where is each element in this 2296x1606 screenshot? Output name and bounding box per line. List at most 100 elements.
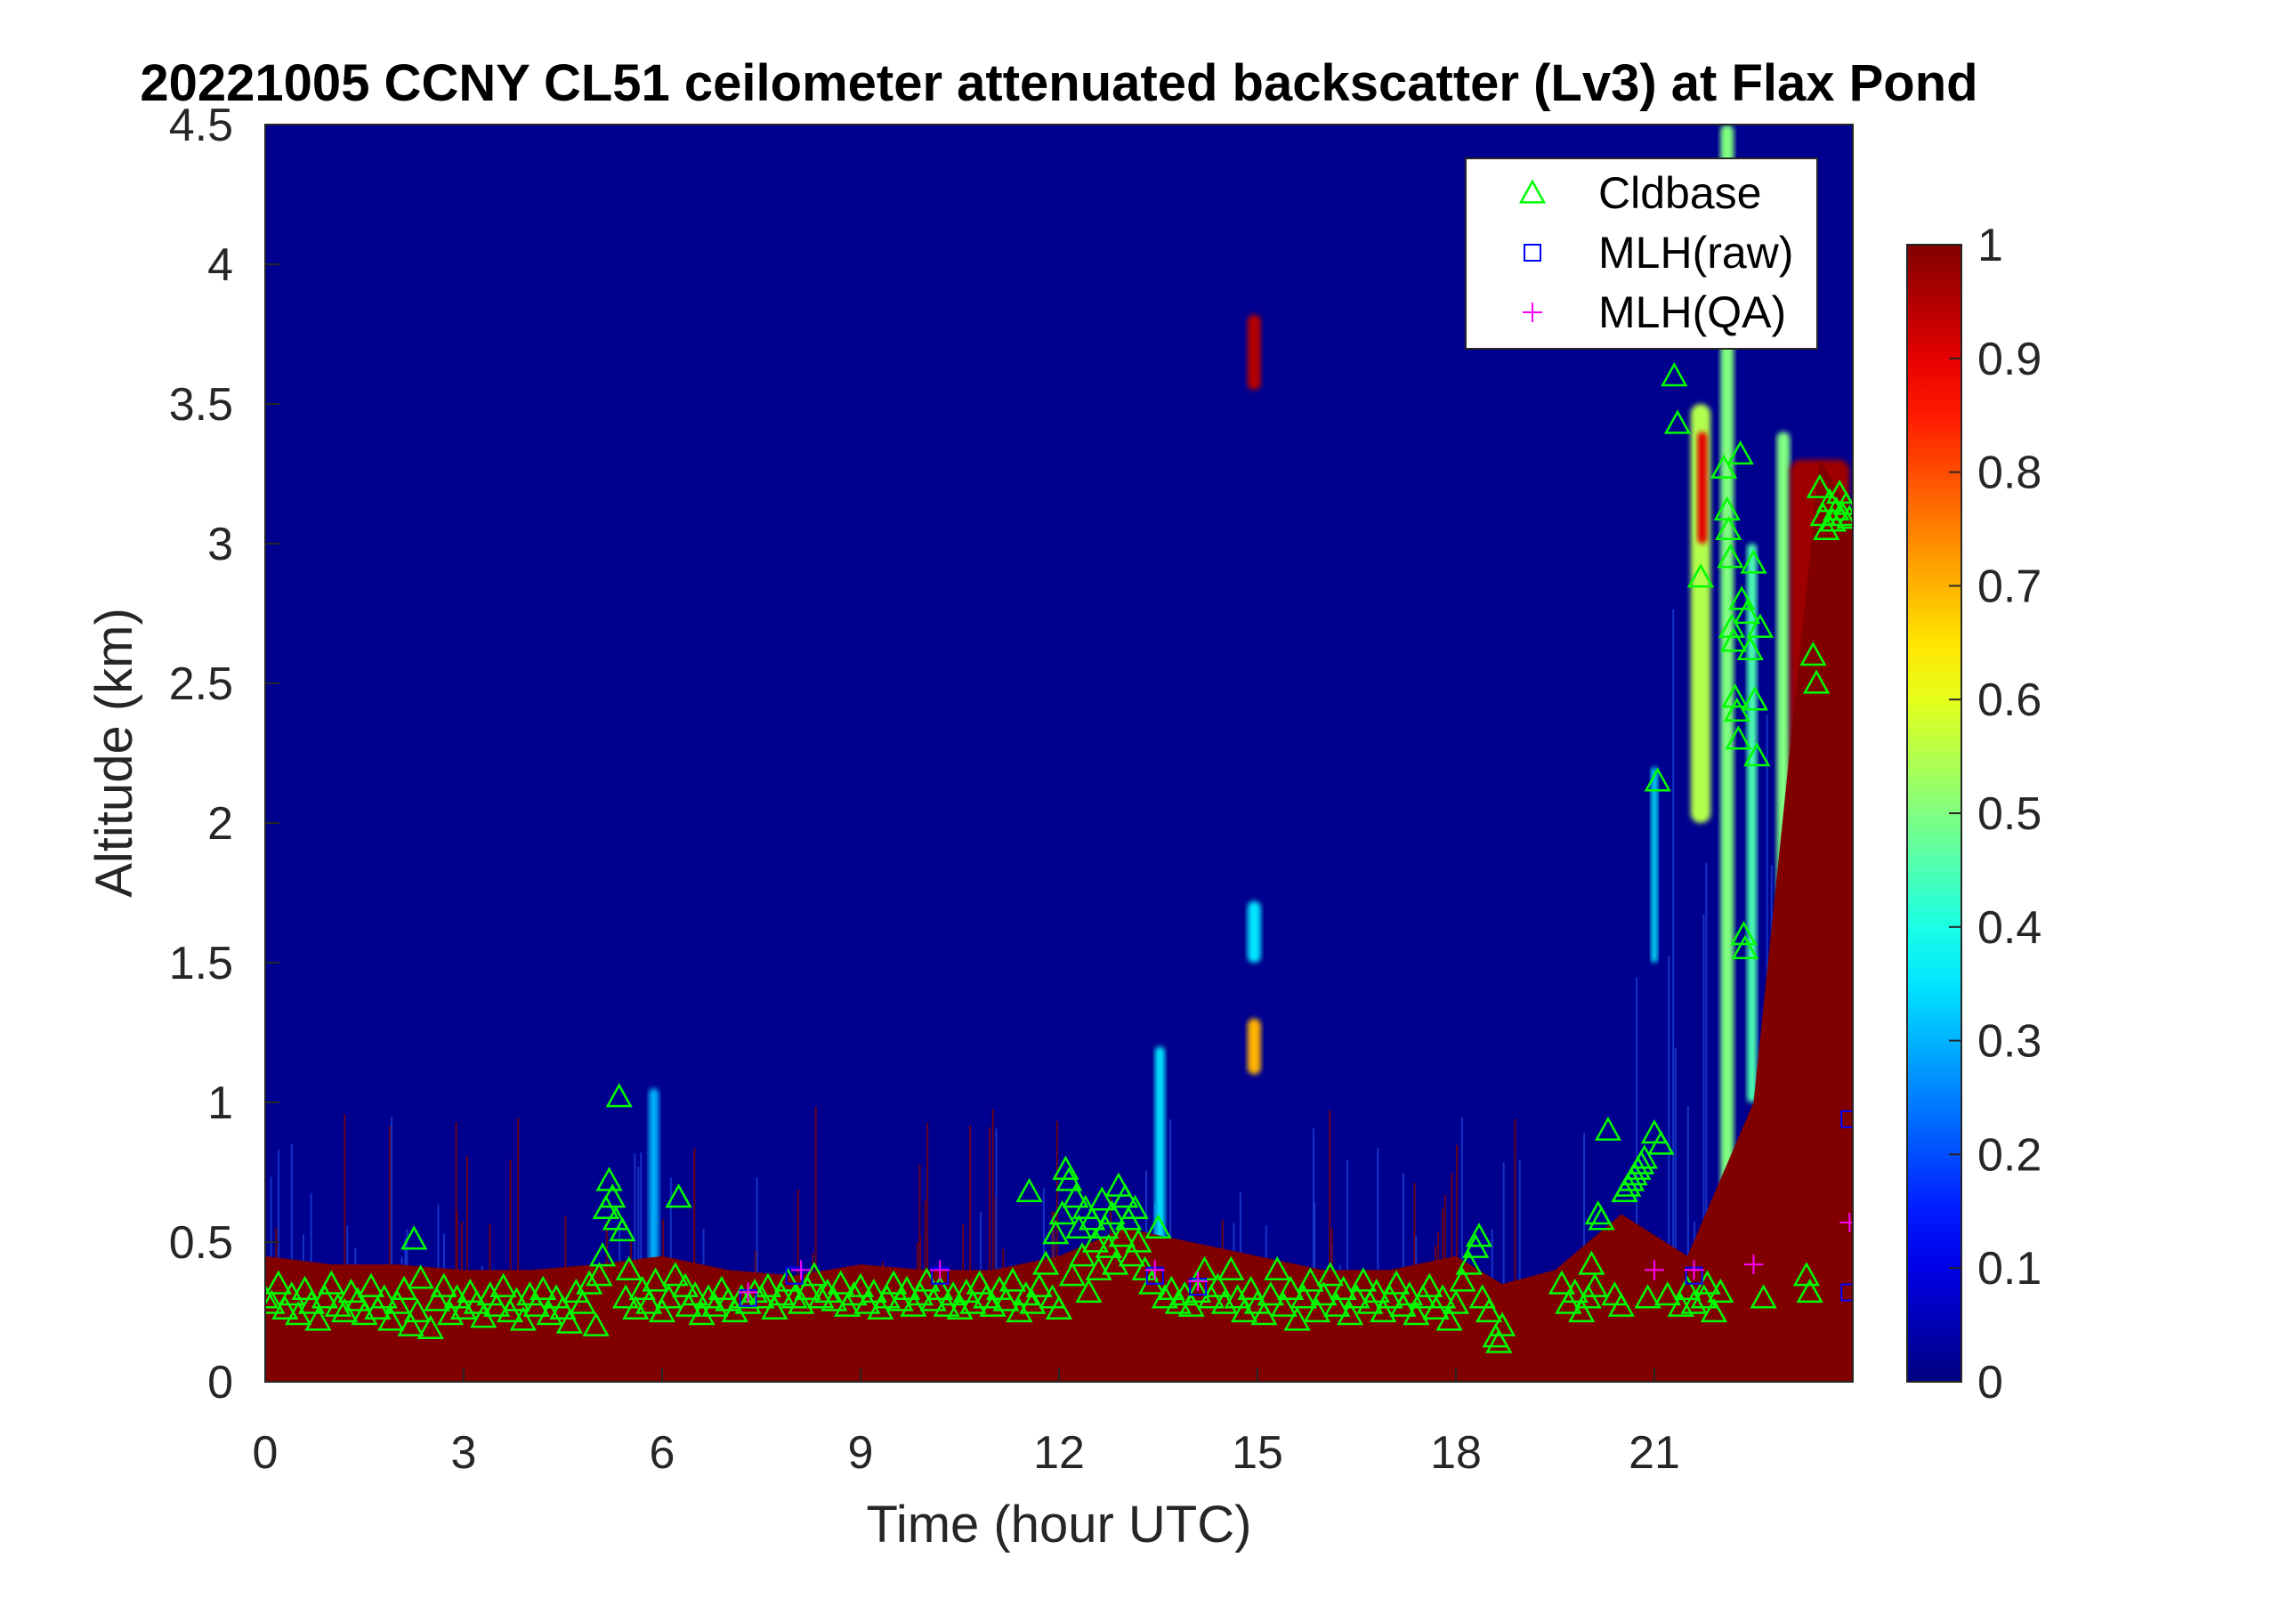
cldbase-marker bbox=[1823, 496, 1850, 521]
cldbase-marker bbox=[1806, 473, 1833, 498]
legend-marker bbox=[1524, 244, 1541, 262]
cldbase-marker bbox=[1112, 1183, 1139, 1208]
colorbar-tick-label: 0.4 bbox=[1977, 902, 2041, 954]
cldbase-marker bbox=[463, 1289, 490, 1314]
y-tick-label: 1 bbox=[207, 1077, 233, 1129]
cldbase-marker bbox=[1796, 1278, 1823, 1303]
cldbase-marker bbox=[1098, 1200, 1126, 1225]
y-tick-label: 2.5 bbox=[169, 658, 233, 710]
cldbase-marker bbox=[370, 1284, 398, 1309]
cldbase-marker bbox=[873, 1284, 901, 1309]
cldbase-marker bbox=[1158, 1275, 1185, 1301]
y-tick-label: 0 bbox=[207, 1357, 233, 1408]
legend-entry-label: Cldbase bbox=[1598, 168, 1761, 218]
cldbase-marker bbox=[840, 1281, 868, 1306]
colorbar-tick-label: 0.5 bbox=[1977, 788, 2041, 840]
cldbase-marker bbox=[509, 1306, 538, 1331]
cldbase-marker bbox=[1674, 1275, 1702, 1301]
cldbase-marker bbox=[1726, 440, 1754, 465]
cldbase-marker bbox=[605, 1083, 633, 1108]
cldbase-marker bbox=[522, 1292, 550, 1317]
cldbase-marker bbox=[1048, 1200, 1076, 1225]
chart-title: 20221005 CCNY CL51 ceilometer attenuated… bbox=[140, 54, 1977, 112]
colorbar-ticks: 0 0.1 0.2 0.3 0.4 0.5 0.6 0.7 0.8 0.9 1 bbox=[1949, 220, 2041, 1408]
cldbase-marker bbox=[489, 1272, 517, 1297]
cldbase-marker bbox=[648, 1297, 676, 1323]
cldbase-marker bbox=[1395, 1281, 1424, 1306]
cldbase-marker bbox=[297, 1289, 326, 1314]
cldbase-marker bbox=[926, 1275, 954, 1301]
cldbase-marker bbox=[787, 1289, 815, 1314]
marker-layer bbox=[265, 362, 1853, 1353]
cldbase-marker bbox=[1310, 1281, 1338, 1306]
cldbase-marker bbox=[774, 1267, 802, 1292]
cldbase-marker bbox=[1449, 1267, 1476, 1292]
cldbase-marker bbox=[1045, 1295, 1073, 1320]
y-tick-label: 0.5 bbox=[169, 1217, 233, 1269]
cldbase-marker bbox=[1032, 1250, 1060, 1275]
cldbase-marker bbox=[586, 1262, 613, 1287]
cldbase-marker bbox=[946, 1295, 974, 1320]
legend-entry-label: MLH(QA) bbox=[1598, 287, 1786, 337]
cldbase-marker bbox=[754, 1272, 782, 1297]
cldbase-marker bbox=[1647, 1130, 1675, 1155]
cldbase-marker bbox=[1653, 1281, 1681, 1306]
cldbase-marker bbox=[1184, 1278, 1212, 1303]
cldbase-marker bbox=[992, 1287, 1020, 1311]
cldbase-marker bbox=[1548, 1270, 1576, 1295]
cldbase-marker bbox=[1731, 934, 1758, 959]
cldbase-marker bbox=[599, 1183, 627, 1208]
x-tick-label: 0 bbox=[253, 1427, 279, 1479]
x-tick-label: 15 bbox=[1232, 1427, 1283, 1479]
y-tick-label: 1.5 bbox=[169, 938, 233, 989]
cldbase-marker bbox=[503, 1287, 530, 1311]
cldbase-marker bbox=[1062, 1183, 1089, 1208]
y-tick-label: 2 bbox=[207, 798, 233, 850]
cldbase-marker bbox=[536, 1301, 563, 1326]
cldbase-marker bbox=[1330, 1275, 1357, 1301]
cldbase-marker bbox=[1068, 1242, 1096, 1267]
cldbase-marker bbox=[1736, 635, 1764, 660]
cldbase-marker bbox=[609, 1216, 636, 1242]
cldbase-marker bbox=[1435, 1306, 1463, 1331]
cldbase-marker bbox=[1581, 1272, 1609, 1297]
cldbase-marker bbox=[569, 1289, 596, 1314]
cldbase-marker bbox=[1118, 1242, 1145, 1267]
cldbase-marker bbox=[1144, 1214, 1172, 1239]
backscatter-plume bbox=[1154, 1046, 1165, 1271]
colorbar-tick-label: 0.3 bbox=[1977, 1016, 2041, 1068]
cldbase-marker bbox=[1485, 1328, 1513, 1353]
cldbase-marker bbox=[1210, 1289, 1238, 1314]
cldbase-marker bbox=[1594, 1116, 1622, 1142]
cldbase-marker bbox=[1686, 563, 1715, 588]
cldbase-marker bbox=[549, 1295, 577, 1320]
cldbase-marker bbox=[1257, 1281, 1284, 1306]
colorbar-tick-label: 0.6 bbox=[1977, 674, 2041, 726]
y-axis-ticks: 0 0.5 1 1.5 2 2.5 3 3.5 4 4.5 bbox=[169, 100, 279, 1408]
cldbase-marker bbox=[1015, 1177, 1043, 1203]
cldbase-marker bbox=[1468, 1284, 1496, 1309]
cldbase-marker bbox=[1725, 725, 1752, 750]
cldbase-marker bbox=[1630, 1144, 1658, 1169]
cldbase-marker bbox=[1079, 1206, 1106, 1231]
cldbase-marker bbox=[483, 1292, 511, 1317]
cldbase-marker bbox=[1085, 1255, 1112, 1281]
cldbase-marker bbox=[1025, 1272, 1053, 1297]
cldbase-marker bbox=[1081, 1228, 1110, 1253]
cldbase-marker bbox=[1710, 454, 1738, 479]
x-tick-label: 21 bbox=[1629, 1427, 1680, 1479]
cldbase-marker bbox=[377, 1306, 405, 1331]
legend-marker bbox=[1523, 303, 1542, 322]
cldbase-marker bbox=[1121, 1194, 1149, 1219]
cldbase-marker bbox=[351, 1301, 378, 1326]
colorbar-tick-label: 0.9 bbox=[1977, 334, 2041, 385]
cldbase-marker bbox=[311, 1284, 339, 1309]
cldbase-marker bbox=[344, 1287, 372, 1311]
cldbase-marker bbox=[1661, 362, 1688, 387]
cldbase-marker bbox=[628, 1275, 656, 1301]
cldbase-marker bbox=[1075, 1278, 1103, 1303]
cldbase-marker bbox=[661, 1262, 689, 1287]
cldbase-marker bbox=[1715, 515, 1742, 540]
cldbase-marker bbox=[407, 1264, 434, 1289]
